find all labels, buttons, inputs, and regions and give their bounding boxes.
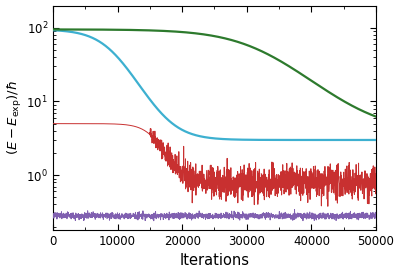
X-axis label: Iterations: Iterations <box>180 253 250 269</box>
Y-axis label: $(E - E_{\mathrm{exp}})/\hbar$: $(E - E_{\mathrm{exp}})/\hbar$ <box>6 80 24 155</box>
